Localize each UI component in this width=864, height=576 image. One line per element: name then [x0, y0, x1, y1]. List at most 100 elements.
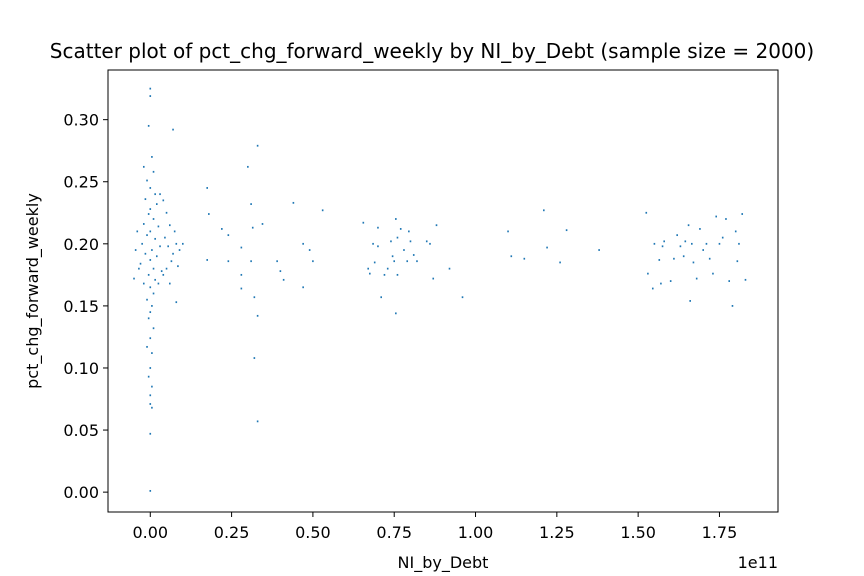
data-point	[702, 249, 704, 251]
data-point	[251, 226, 254, 229]
chart-title: Scatter plot of pct_chg_forward_weekly b…	[50, 39, 814, 63]
x-axis-label: NI_by_Debt	[398, 553, 489, 573]
data-point	[362, 221, 365, 224]
data-point	[510, 255, 513, 258]
data-point	[149, 286, 152, 289]
data-point	[380, 296, 382, 299]
data-point	[164, 236, 166, 239]
data-point	[149, 230, 152, 233]
x-tick-label: 1.75	[702, 523, 738, 542]
data-point	[147, 317, 150, 320]
data-point	[448, 267, 451, 270]
y-tick-label: 0.00	[63, 483, 99, 502]
data-point	[169, 282, 171, 285]
data-point	[151, 249, 153, 251]
data-point	[221, 228, 223, 230]
data-point	[282, 278, 285, 281]
data-point	[170, 260, 173, 263]
data-point	[673, 257, 675, 260]
data-point	[386, 267, 389, 270]
data-point	[395, 218, 397, 220]
data-point	[395, 312, 397, 315]
data-point	[383, 273, 386, 276]
data-point	[151, 406, 153, 409]
data-point	[645, 211, 648, 214]
data-point	[159, 245, 161, 248]
data-point	[731, 305, 734, 307]
data-point	[651, 287, 654, 290]
y-tick-label: 0.05	[63, 421, 99, 440]
data-point	[172, 252, 174, 255]
data-point	[178, 249, 181, 251]
y-tick-label: 0.20	[63, 235, 99, 254]
data-point	[250, 260, 252, 263]
data-point	[159, 193, 161, 196]
data-point	[142, 165, 145, 168]
data-point	[736, 260, 739, 263]
data-point	[429, 242, 431, 245]
data-point	[240, 246, 243, 249]
data-point	[695, 277, 698, 280]
data-point	[152, 327, 155, 330]
data-point	[507, 230, 509, 233]
data-point	[409, 240, 412, 243]
data-point	[165, 211, 168, 214]
data-point	[373, 261, 376, 264]
data-point	[175, 242, 178, 245]
data-point	[308, 249, 311, 251]
data-point	[369, 272, 371, 275]
data-point	[177, 265, 179, 268]
data-point	[321, 209, 324, 212]
data-point	[692, 261, 695, 264]
data-point	[256, 314, 259, 317]
data-point	[682, 255, 685, 258]
data-point	[302, 242, 304, 245]
data-point	[149, 394, 152, 397]
data-point	[162, 273, 165, 276]
data-point	[141, 242, 143, 245]
data-point	[377, 226, 379, 229]
data-point	[169, 224, 171, 227]
data-point	[173, 230, 176, 233]
x-tick-label: 0.00	[132, 523, 168, 542]
data-point	[138, 267, 140, 270]
x-tick-label: 0.25	[214, 523, 250, 542]
data-point	[240, 287, 243, 290]
data-point	[151, 305, 153, 307]
data-point	[372, 242, 374, 245]
data-point	[721, 236, 724, 239]
data-point	[256, 144, 259, 147]
data-point	[261, 223, 264, 225]
data-point	[435, 224, 438, 227]
data-point	[146, 345, 148, 348]
data-point	[247, 165, 249, 168]
data-point	[276, 260, 278, 263]
data-point	[227, 234, 230, 237]
data-point	[676, 234, 678, 237]
data-point	[133, 277, 135, 280]
data-point	[412, 254, 415, 256]
data-points	[133, 87, 747, 492]
data-point	[367, 267, 369, 270]
data-point	[152, 292, 155, 295]
data-point	[256, 420, 259, 423]
data-point	[432, 277, 435, 280]
data-point	[689, 300, 691, 302]
data-point	[708, 257, 711, 260]
data-point	[705, 242, 708, 245]
y-tick-label: 0.25	[63, 173, 99, 192]
data-point	[377, 245, 379, 248]
data-point	[425, 240, 428, 243]
y-tick-label: 0.10	[63, 359, 99, 378]
x-axis-offset-label: 1e11	[738, 553, 778, 572]
data-point	[253, 357, 256, 359]
data-point	[144, 252, 147, 255]
data-point	[151, 156, 153, 158]
x-tick-label: 0.75	[376, 523, 412, 542]
data-point	[151, 352, 153, 354]
data-point	[157, 225, 160, 228]
data-point	[687, 224, 690, 227]
data-point	[208, 213, 210, 215]
data-point	[406, 260, 409, 263]
